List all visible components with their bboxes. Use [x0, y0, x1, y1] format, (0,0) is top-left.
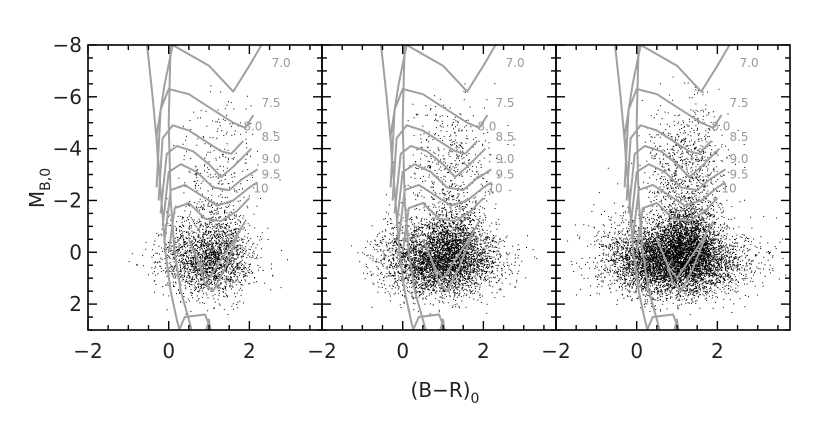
y-tick-label: −8 — [53, 33, 82, 57]
y-tick-label: 2 — [69, 292, 82, 316]
isochrone-line — [401, 197, 485, 253]
isochrone-line — [635, 197, 719, 253]
scatter-point-cloud — [128, 85, 288, 316]
isochrone-label: 7.5 — [495, 96, 514, 110]
isochrone-line — [167, 197, 251, 253]
isochrone-line — [625, 124, 713, 201]
isochrone-line — [623, 45, 731, 175]
isochrone-line — [397, 181, 492, 240]
y-axis-title: MB,0 — [25, 168, 54, 208]
x-tick-label: −2 — [541, 339, 570, 363]
isochrone-label: 10 — [253, 182, 268, 196]
isochrone-label: 8.0 — [711, 120, 730, 134]
isochrone-line — [389, 45, 497, 175]
panel-2: 7.0 7.5 8.08.5 9.09.510 −2 0 2 — [307, 44, 557, 363]
isochrone-label: 8.5 — [495, 130, 514, 144]
isochrone-line — [629, 163, 726, 227]
isochrone-label: 8.0 — [243, 120, 262, 134]
isochrone-line — [429, 236, 473, 293]
isochrone-line — [635, 45, 661, 330]
isochrone-line — [161, 163, 258, 227]
y-tick-label: −4 — [53, 137, 82, 161]
x-tick-label: 0 — [630, 339, 643, 363]
isochrones — [380, 45, 497, 330]
isochrone-line — [393, 145, 487, 214]
isochrone-line — [627, 145, 721, 214]
isochrone-label: 9.5 — [495, 167, 514, 181]
scatter-points — [128, 85, 288, 316]
isochrone-label: 9.0 — [495, 152, 514, 166]
x-tick-label: 0 — [396, 339, 409, 363]
x-tick-label: 0 — [162, 339, 175, 363]
isochrone-line — [401, 45, 427, 330]
isochrone-label: 8.5 — [729, 130, 748, 144]
y-tick-label: −6 — [53, 85, 82, 109]
isochrone-line — [663, 236, 707, 293]
isochrone-label: 8.5 — [261, 130, 280, 144]
isochrone-line — [395, 163, 492, 227]
scatter-points — [567, 76, 787, 316]
isochrone-label: 7.5 — [729, 96, 748, 110]
scatter-point-cloud — [567, 76, 787, 316]
isochrone-line — [673, 318, 680, 330]
isochrone-label: 9.5 — [261, 167, 280, 181]
x-tick-label: 2 — [711, 339, 724, 363]
isochrone-line — [155, 45, 263, 175]
x-tick-label: −2 — [307, 339, 336, 363]
isochrones — [614, 45, 731, 330]
x-axis-title: (B−R)0 — [411, 378, 480, 407]
isochrone-label: 9.0 — [729, 152, 748, 166]
scatter-points — [351, 83, 538, 315]
isochrone-line — [159, 145, 253, 214]
isochrone-line — [157, 124, 245, 201]
isochrone-label: 10 — [721, 182, 736, 196]
isochrones — [146, 45, 263, 330]
isochrone-label: 8.0 — [477, 120, 496, 134]
y-tick-label: −2 — [53, 188, 82, 212]
panel-1: 7.0 7.5 8.08.5 9.09.510 −2 0 2 −8 −6 −4 −2 0 2 — [53, 33, 323, 363]
isochrone-line — [163, 181, 258, 240]
x-tick-label: 2 — [243, 339, 256, 363]
isochrone-line — [623, 88, 723, 188]
isochrone-line — [167, 45, 193, 330]
isochrone-line — [439, 318, 446, 330]
isochrone-label: 7.0 — [506, 56, 525, 70]
panel-3: 7.0 7.5 8.08.5 9.09.510 −2 0 2 — [541, 44, 791, 363]
isochrone-line — [389, 88, 489, 188]
x-tick-label: 2 — [477, 339, 490, 363]
isochrone-line — [205, 318, 212, 330]
x-tick-label: −2 — [73, 339, 102, 363]
isochrone-line — [155, 88, 255, 188]
y-tick-label: 0 — [69, 240, 82, 264]
isochrone-label: 9.5 — [729, 167, 748, 181]
isochrone-label: 10 — [487, 182, 502, 196]
isochrone-line — [631, 181, 726, 240]
isochrone-label: 7.0 — [740, 56, 759, 70]
isochrone-label: 9.0 — [261, 152, 280, 166]
isochrone-label: 7.0 — [272, 56, 291, 70]
isochrone-line — [391, 124, 479, 201]
isochrone-label: 7.5 — [261, 96, 280, 110]
isochrone-line — [195, 236, 239, 293]
scatter-point-cloud — [351, 83, 538, 315]
